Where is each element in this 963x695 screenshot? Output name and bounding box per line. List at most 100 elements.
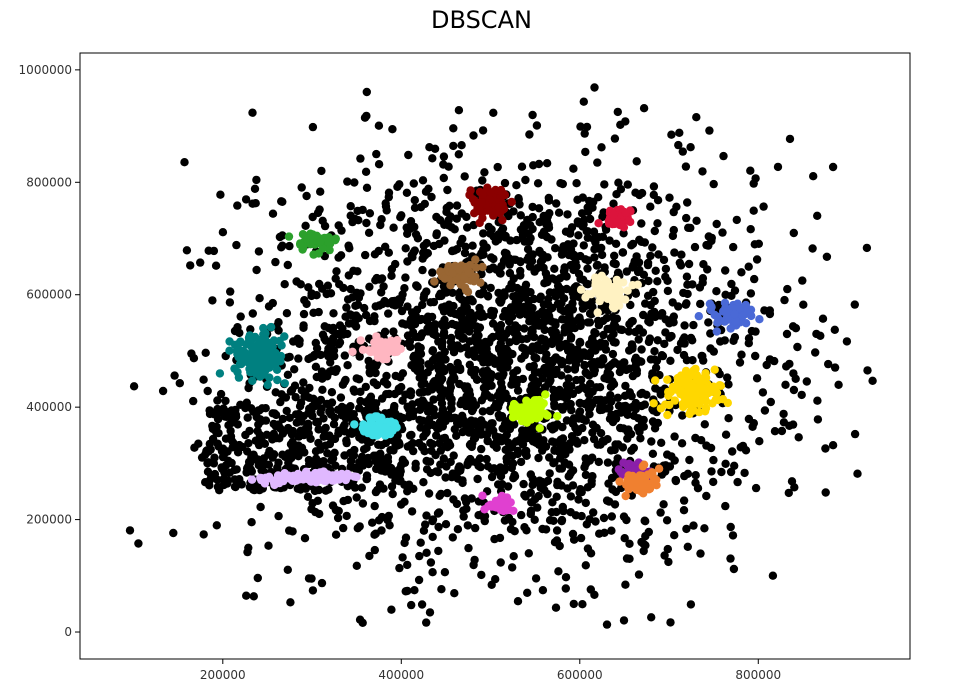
noise-point xyxy=(437,291,446,301)
noise-point xyxy=(574,495,583,504)
cluster-8 xyxy=(215,322,289,390)
noise-point xyxy=(528,373,537,383)
noise-point xyxy=(752,374,762,383)
cluster-point xyxy=(712,327,721,336)
noise-point xyxy=(529,361,538,370)
noise-point xyxy=(356,154,365,163)
noise-point xyxy=(292,277,301,286)
noise-point xyxy=(180,158,189,167)
noise-point xyxy=(286,598,295,607)
noise-point xyxy=(712,287,721,296)
cluster-point xyxy=(466,186,475,195)
noise-point xyxy=(365,209,375,218)
noise-point xyxy=(549,385,558,395)
noise-point xyxy=(486,393,496,402)
noise-point xyxy=(669,225,678,235)
noise-point xyxy=(479,229,488,238)
noise-point xyxy=(638,388,647,398)
noise-point xyxy=(562,380,571,390)
cluster-point xyxy=(726,324,735,333)
cluster-point xyxy=(741,319,751,328)
noise-point xyxy=(666,618,675,627)
noise-point xyxy=(749,179,758,188)
noise-point xyxy=(440,568,450,577)
noise-point xyxy=(521,450,531,459)
noise-point xyxy=(402,223,411,232)
noise-point xyxy=(377,215,386,224)
noise-point xyxy=(808,244,817,253)
noise-point xyxy=(261,404,270,413)
chart-title: DBSCAN xyxy=(431,6,532,34)
noise-point xyxy=(557,517,566,526)
noise-point xyxy=(213,396,222,405)
noise-point xyxy=(439,160,448,169)
noise-point xyxy=(468,439,477,448)
noise-point xyxy=(440,315,449,325)
noise-point xyxy=(308,499,317,508)
noise-point xyxy=(600,528,609,537)
noise-point xyxy=(607,397,616,406)
noise-point xyxy=(613,393,623,402)
noise-point xyxy=(724,414,733,423)
noise-point xyxy=(660,339,669,349)
noise-point xyxy=(355,615,365,624)
noise-point xyxy=(583,264,592,273)
noise-point xyxy=(644,527,653,537)
noise-point xyxy=(419,293,428,303)
noise-point xyxy=(619,402,628,411)
noise-point xyxy=(663,544,672,554)
noise-point xyxy=(683,469,693,478)
noise-point xyxy=(794,433,803,442)
noise-point xyxy=(468,241,477,250)
noise-point xyxy=(369,378,378,387)
noise-point xyxy=(318,385,327,394)
noise-point xyxy=(640,516,649,525)
noise-point xyxy=(686,333,696,343)
noise-point xyxy=(818,314,828,323)
noise-point xyxy=(650,347,659,356)
cluster-point xyxy=(260,479,270,488)
noise-point xyxy=(677,439,687,448)
noise-point xyxy=(352,374,361,383)
noise-point xyxy=(813,211,822,220)
noise-point xyxy=(222,412,231,421)
noise-point xyxy=(672,202,681,211)
noise-point xyxy=(585,196,594,206)
noise-point xyxy=(362,87,371,97)
noise-point xyxy=(278,414,288,424)
noise-point xyxy=(428,268,437,277)
noise-point xyxy=(560,263,569,272)
noise-point xyxy=(278,197,287,206)
noise-point xyxy=(573,439,582,448)
noise-point xyxy=(296,398,306,407)
noise-point xyxy=(402,188,412,197)
noise-point xyxy=(405,337,415,346)
noise-point xyxy=(269,419,278,429)
noise-point xyxy=(439,330,448,339)
noise-point xyxy=(403,229,412,238)
noise-point xyxy=(350,178,359,187)
noise-point xyxy=(209,472,219,481)
noise-point xyxy=(454,150,463,159)
noise-point xyxy=(593,260,602,270)
noise-point xyxy=(233,420,242,429)
noise-point xyxy=(606,382,616,391)
noise-point xyxy=(414,398,423,407)
noise-point xyxy=(489,440,498,449)
noise-point xyxy=(411,332,420,342)
noise-point xyxy=(580,360,589,370)
noise-point xyxy=(618,248,627,257)
cluster-point xyxy=(325,239,335,248)
noise-point xyxy=(611,440,620,449)
noise-point xyxy=(323,449,332,458)
noise-point xyxy=(398,369,408,378)
noise-point xyxy=(578,600,587,609)
noise-point xyxy=(600,180,609,189)
noise-point xyxy=(773,162,783,172)
cluster-point xyxy=(245,352,254,361)
noise-point xyxy=(669,312,678,321)
noise-point xyxy=(540,325,549,335)
noise-point xyxy=(580,463,589,472)
noise-point xyxy=(291,393,300,402)
noise-point xyxy=(381,202,391,211)
